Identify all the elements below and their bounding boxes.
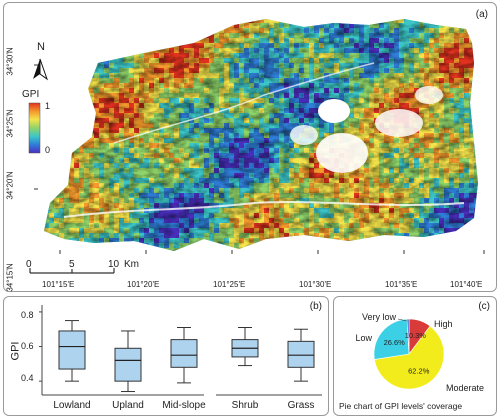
lon-label-3: 101°25'E: [213, 280, 246, 289]
legend-min-label: 0: [45, 145, 51, 155]
legend-max-label: 1: [45, 101, 51, 111]
box-mid-slope: Mid-slope: [162, 327, 206, 411]
lat-label-2: 34°25'N: [5, 109, 15, 138]
map-panel: (a): [3, 2, 497, 292]
box-upland: Upland: [112, 330, 144, 411]
panel-label-b: (b): [309, 301, 322, 312]
lat-label-3: 34°20'N: [5, 171, 15, 200]
pie-slice-moderate: [374, 325, 445, 390]
north-arrow-icon: [33, 58, 48, 81]
scale-bar: [29, 268, 115, 274]
iqr-box: [287, 340, 315, 368]
category-label: Mid-slope: [162, 400, 206, 411]
category-label: Lowland: [53, 400, 90, 411]
lon-label-1: 101°15'E: [42, 280, 75, 289]
lat-label-4: 34°15'N: [5, 263, 15, 292]
scale-tick-5: 5: [69, 259, 75, 270]
boxplot-ytick-0.4: 0.4: [21, 373, 34, 383]
legend-colorbar: [28, 102, 41, 154]
pie-leader-line: [397, 318, 408, 322]
pie-panel: (c) 10.3% 62.2% 26.6% High Moderate Low Very l…: [333, 296, 497, 416]
pie-slice-low: [373, 318, 410, 360]
map-raster: [44, 19, 478, 251]
scale-tick-0: 0: [26, 259, 32, 270]
lon-label-5: 101°35'E: [385, 280, 418, 289]
boxplot-ytick-0.6: 0.6: [21, 341, 34, 351]
lon-label-4: 101°30'E: [299, 280, 332, 289]
pie-chart: 10.3% 62.2% 26.6% High Moderate Low Very low: [355, 312, 484, 393]
panel-label-a: (a): [475, 9, 488, 20]
pie-caption: Pie chart of GPI levels' coverage: [339, 401, 463, 411]
iqr-box: [58, 330, 86, 370]
pie-value-high: 10.3%: [405, 331, 427, 340]
pie-label-moderate: Moderate: [446, 383, 484, 393]
box-grass: Grass: [287, 328, 315, 411]
scale-unit: Km: [124, 259, 139, 270]
gpi-map: [28, 19, 485, 274]
iqr-box: [170, 339, 198, 368]
pie-label-low: Low: [355, 333, 372, 343]
category-label: Shrub: [232, 400, 259, 411]
legend-title: GPI: [22, 89, 40, 100]
box-lowland: Lowland: [53, 320, 91, 411]
boxplot-axes: [39, 305, 322, 396]
pie-value-moderate: 62.2%: [408, 366, 430, 375]
pie-value-low: 26.6%: [384, 338, 406, 347]
boxplot-panel: (b) Lowland Upland Mid-slope Shrub Grass GPI…: [3, 296, 329, 416]
lon-label-6: 101°40'E: [450, 280, 483, 289]
iqr-box: [114, 347, 142, 382]
pie-slice-very-low: [406, 318, 410, 355]
category-label: Grass: [288, 400, 315, 411]
boxplot-ylabel: GPI: [9, 341, 22, 361]
scale-tick-10: 10: [108, 259, 120, 270]
box-shrub: Shrub: [231, 327, 259, 411]
north-label: N: [37, 41, 45, 53]
boxplot-chart: Lowland Upland Mid-slope Shrub Grass: [39, 305, 322, 411]
pie-label-very-low: Very low: [362, 312, 397, 322]
boxplot-ytick-0.8: 0.8: [21, 310, 34, 320]
lat-label-1: 34°30'N: [5, 47, 15, 76]
lon-label-2: 101°20'E: [127, 280, 160, 289]
panel-label-c: (c): [478, 301, 490, 312]
pie-label-high: High: [434, 319, 453, 329]
category-label: Upland: [112, 400, 144, 411]
